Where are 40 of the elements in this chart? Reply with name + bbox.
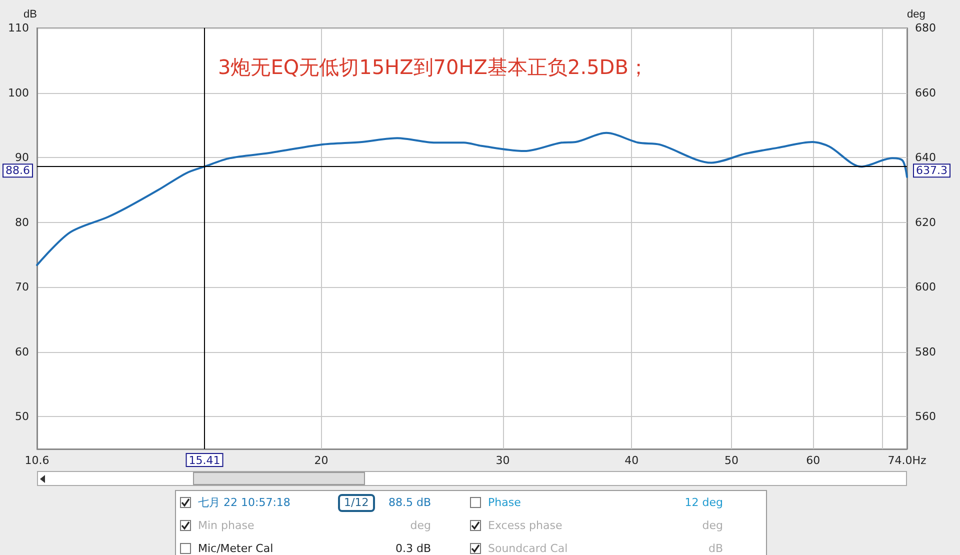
y-tick-label: 110: [8, 22, 29, 34]
y2-tick-label: 560: [915, 410, 936, 424]
y2-tick-label: 660: [915, 86, 936, 100]
y-tick-label: 80: [15, 216, 29, 229]
text: 1/12: [338, 494, 375, 512]
text: 七月 22 10:57:18: [198, 496, 290, 510]
y-tick-label: 100: [8, 86, 29, 100]
y2-tick-label: 680: [915, 22, 936, 34]
x-tick-label: 10.6: [24, 454, 50, 467]
y-tick-label: 90: [15, 151, 29, 164]
text: 88.5 dB: [388, 496, 431, 510]
x-tick-label: 60: [806, 454, 820, 467]
text: Mic/Meter Cal: [198, 542, 274, 555]
x-tick-label: 50: [724, 454, 738, 467]
text: Min phase: [198, 519, 254, 533]
y2-axis-title: deg: [907, 8, 926, 20]
text: deg: [702, 519, 723, 533]
text: 637.3: [916, 164, 948, 178]
text: 0.3 dB: [395, 542, 431, 555]
x-tick-label: 40: [624, 454, 639, 467]
y-axis-title: dB: [24, 8, 37, 20]
text: Excess phase: [488, 519, 562, 533]
y2-tick-label: 600: [915, 280, 936, 294]
x-tick-label: 74.0Hz: [888, 454, 926, 467]
y-tick-label: 70: [15, 280, 29, 294]
text: 3炮无EQ无低切15HZ到70HZ基本正负2.5DB；: [218, 55, 648, 79]
x-tick-label: 30: [496, 454, 510, 467]
ref-line-label: 88.6: [6, 164, 30, 178]
x-tick-label: 20: [314, 454, 328, 467]
text: dB: [708, 542, 723, 555]
text: Soundcard Cal: [488, 542, 568, 555]
ref-line-label: 15.41: [188, 454, 220, 467]
y2-tick-label: 620: [915, 216, 936, 229]
text: Phase: [488, 496, 521, 510]
y-tick-label: 60: [15, 345, 29, 358]
text: deg: [410, 519, 431, 533]
y2-tick-label: 580: [915, 345, 936, 358]
text: 12 deg: [684, 496, 723, 510]
y2-tick-label: 640: [915, 151, 936, 164]
y-tick-label: 50: [15, 410, 29, 424]
